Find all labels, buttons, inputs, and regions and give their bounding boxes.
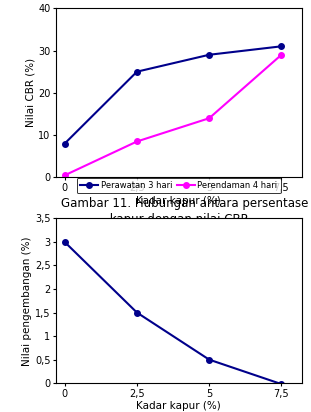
Perendaman 4 hari: [135, 139, 139, 144]
Perendaman 4 hari: [280, 52, 283, 57]
Perawatan 3 hari: [135, 69, 139, 74]
Perendaman 4 hari: [63, 173, 67, 178]
Perawatan 3 hari: [63, 141, 67, 146]
Perendaman 4 hari: [207, 116, 211, 121]
Perawatan 3 hari: [207, 52, 211, 57]
Y-axis label: Nilai pengembangan (%): Nilai pengembangan (%): [22, 236, 32, 365]
X-axis label: Kadar kapur (%): Kadar kapur (%): [137, 401, 221, 412]
Legend: Perawatan 3 hari, Perendaman 4 hari: Perawatan 3 hari, Perendaman 4 hari: [77, 178, 281, 193]
Line: Perendaman 4 hari: Perendaman 4 hari: [62, 52, 284, 178]
X-axis label: Kadar kapur (%): Kadar kapur (%): [137, 196, 221, 206]
Text: Gambar 11. Hubungan antara persentase penambahan
             kapur dengan nilai: Gambar 11. Hubungan antara persentase pe…: [61, 197, 311, 226]
Y-axis label: Nilai CBR (%): Nilai CBR (%): [25, 58, 35, 127]
Perawatan 3 hari: [280, 44, 283, 49]
Line: Perawatan 3 hari: Perawatan 3 hari: [62, 44, 284, 146]
